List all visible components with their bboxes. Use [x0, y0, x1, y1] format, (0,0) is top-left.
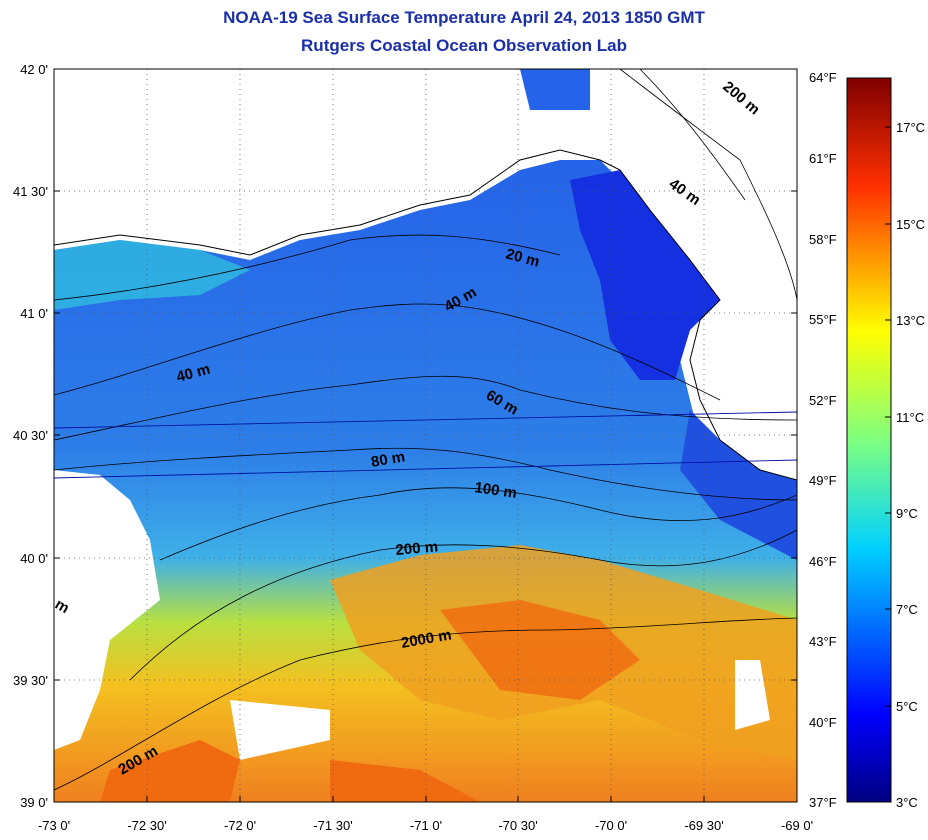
- cloud-gap-east: [735, 660, 770, 730]
- c-tick-1: 15°C: [896, 217, 925, 232]
- colorbar: [846, 77, 892, 803]
- longitude-labels: -73 0' -72 30' -72 0' -71 30' -71 0' -70…: [38, 818, 813, 833]
- c-tick-2: 13°C: [896, 313, 925, 328]
- lon-tick-8: -69 0': [781, 818, 813, 833]
- contour-80m: [54, 447, 797, 501]
- f-tick-1: 61°F: [809, 151, 837, 166]
- f-tick-2: 58°F: [809, 232, 837, 247]
- contour-gom-1: [619, 69, 797, 301]
- celsius-labels: 17°C 15°C 13°C 11°C 9°C 7°C 5°C 3°C: [896, 120, 925, 810]
- contour-40m: [54, 303, 721, 401]
- c-tick-6: 5°C: [896, 699, 918, 714]
- contour-100m: [159, 487, 797, 561]
- c-tick-3: 11°C: [896, 410, 924, 425]
- label-80m: 80 m: [370, 448, 407, 471]
- track-line-1: [54, 411, 797, 429]
- new-england-land: [54, 69, 797, 480]
- contour-20m: [54, 234, 561, 301]
- lon-tick-0: -73 0': [38, 818, 70, 833]
- lon-tick-4: -71 0': [410, 818, 442, 833]
- lat-tick-6: 39 0': [20, 795, 48, 810]
- axis-ticks: [53, 68, 798, 803]
- warm-southwest-patch: [100, 740, 240, 802]
- coastline: [54, 149, 797, 481]
- cold-water-east: [680, 410, 797, 560]
- label-200m-shelf: 200 m: [395, 538, 439, 559]
- lat-tick-4: 40 0': [20, 551, 48, 566]
- lat-tick-0: 42 0': [20, 62, 48, 77]
- graticule: [54, 69, 797, 802]
- contour-60m: [54, 375, 797, 441]
- lon-tick-6: -70 0': [595, 818, 627, 833]
- lat-tick-1: 41 30': [13, 184, 48, 199]
- label-100m: 100 m: [473, 479, 517, 502]
- lon-tick-2: -72 0': [224, 818, 256, 833]
- lat-tick-2: 41 0': [20, 306, 48, 321]
- lon-tick-7: -69 30': [684, 818, 723, 833]
- lon-tick-1: -72 30': [127, 818, 166, 833]
- f-tick-6: 46°F: [809, 554, 837, 569]
- f-tick-8: 40°F: [809, 715, 837, 730]
- f-tick-9: 37°F: [809, 795, 837, 810]
- cape-cod-bay-water: [520, 69, 590, 110]
- colorbar-ticks: [885, 126, 891, 803]
- track-line-2: [54, 459, 797, 479]
- f-tick-0: 64°F: [809, 70, 837, 85]
- latitude-labels: 42 0' 41 30' 41 0' 40 30' 40 0' 39 30' 3…: [13, 62, 48, 810]
- c-tick-5: 7°C: [896, 602, 918, 617]
- cold-water-patch: [570, 170, 720, 380]
- lat-tick-3: 40 30': [13, 428, 48, 443]
- contour-gom-2: [639, 69, 746, 201]
- c-tick-4: 9°C: [896, 506, 918, 521]
- contour-200m: [129, 529, 797, 681]
- c-tick-7: 3°C: [896, 795, 918, 810]
- long-island-land: [54, 470, 160, 750]
- lat-tick-5: 39 30': [13, 673, 48, 688]
- lon-tick-3: -71 30': [313, 818, 352, 833]
- cloud-gap-south: [230, 700, 330, 760]
- warm-south-patch: [330, 760, 480, 802]
- map-subtitle: Rutgers Coastal Ocean Observation Lab: [301, 36, 627, 55]
- map-area: 20 m 40 m 40 m 40 m 60 m 80 m 100 m 200 …: [54, 69, 797, 802]
- lon-tick-5: -70 30': [498, 818, 537, 833]
- f-tick-7: 43°F: [809, 634, 837, 649]
- fahrenheit-labels: 64°F 61°F 58°F 55°F 52°F 49°F 46°F 43°F …: [809, 70, 837, 810]
- c-tick-0: 17°C: [896, 120, 925, 135]
- warm-core-patch: [440, 600, 640, 700]
- map-title: NOAA-19 Sea Surface Temperature April 24…: [223, 8, 705, 27]
- contour-2000m: [54, 617, 797, 791]
- f-tick-3: 55°F: [809, 312, 837, 327]
- f-tick-4: 52°F: [809, 393, 837, 408]
- nearshore-band: [54, 240, 250, 310]
- f-tick-5: 49°F: [809, 473, 837, 488]
